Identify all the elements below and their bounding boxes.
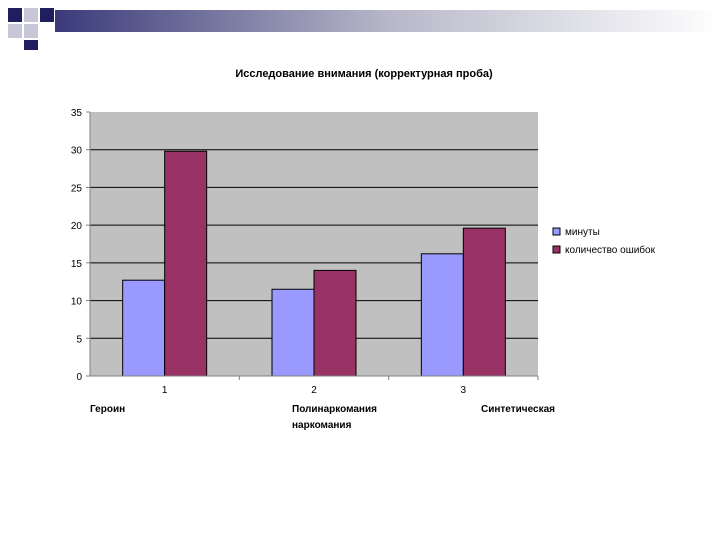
bars xyxy=(122,150,506,377)
x-tick-label: 3 xyxy=(461,385,467,396)
bar-errors-2 xyxy=(313,269,357,377)
category-note: Синтетическая xyxy=(481,404,555,415)
y-tick-label: 30 xyxy=(71,146,83,157)
bar-errors-3 xyxy=(462,227,506,377)
x-axis-ticks: 1 2 3 xyxy=(162,376,539,396)
category-note: Героин xyxy=(90,404,126,415)
legend-swatch xyxy=(552,227,561,236)
y-tick-label: 0 xyxy=(76,372,82,383)
y-tick-label: 5 xyxy=(76,334,82,345)
legend-label: количество ошибок xyxy=(565,244,656,256)
legend-swatch xyxy=(552,245,561,254)
y-tick-label: 10 xyxy=(71,297,83,308)
deco-square-3 xyxy=(40,8,54,22)
bar-minutes-3 xyxy=(420,253,464,377)
deco-square-5 xyxy=(24,24,38,38)
deco-square-6 xyxy=(24,40,38,50)
category-note: Полинаркомания наркомания xyxy=(292,404,377,431)
x-tick-label: 1 xyxy=(162,385,168,396)
legend-label: минуты xyxy=(565,227,600,238)
deco-square-2 xyxy=(24,8,38,22)
slide-header-decoration xyxy=(8,8,720,50)
legend: минуты количество ошибок xyxy=(552,227,656,256)
chart-title: Исследование внимания (корректурная проб… xyxy=(235,68,493,80)
y-axis-ticks: 0 5 10 15 20 25 30 35 xyxy=(71,108,90,383)
y-tick-label: 20 xyxy=(71,221,83,232)
deco-square-4 xyxy=(8,24,22,38)
bar-minutes-2 xyxy=(271,288,315,377)
y-tick-label: 15 xyxy=(71,259,83,270)
bar-errors-1 xyxy=(164,150,208,377)
header-gradient-bar xyxy=(55,10,720,32)
x-tick-label: 2 xyxy=(311,385,317,396)
deco-square-1 xyxy=(8,8,22,22)
bar-minutes-1 xyxy=(122,279,166,377)
y-tick-label: 35 xyxy=(71,108,83,119)
y-tick-label: 25 xyxy=(71,183,83,194)
